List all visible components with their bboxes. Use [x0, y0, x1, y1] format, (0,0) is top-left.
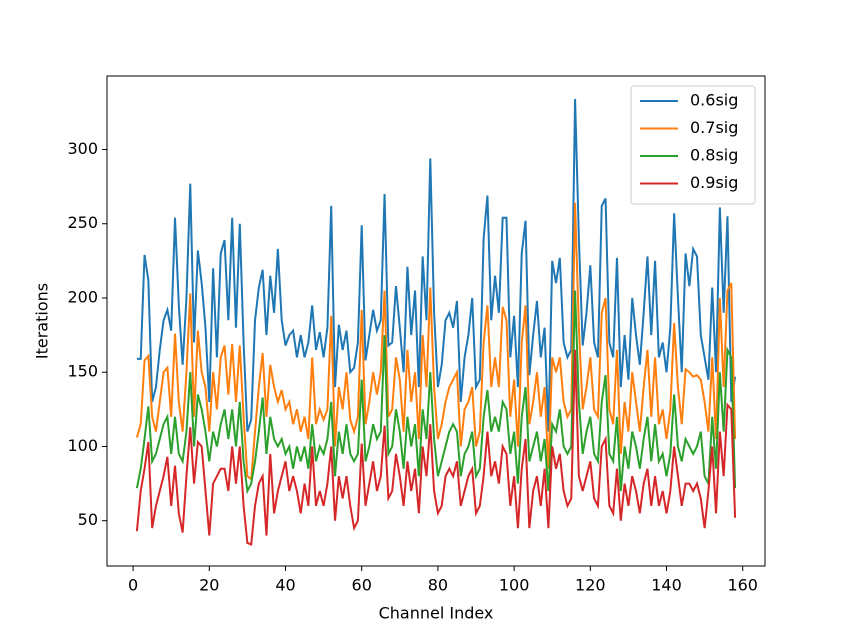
y-tick-label: 200 — [67, 287, 98, 306]
x-tick-label: 120 — [575, 576, 606, 595]
series-line — [135, 349, 737, 546]
legend-label: 0.9sig — [690, 173, 738, 192]
x-axis-label: Channel Index — [379, 604, 494, 623]
legend-label: 0.7sig — [690, 118, 738, 137]
y-tick-label: 100 — [67, 436, 98, 455]
series-line — [135, 290, 737, 495]
legend-label: 0.6sig — [690, 91, 738, 110]
series-line — [135, 202, 737, 482]
x-tick-label: 160 — [727, 576, 758, 595]
x-tick-label: 60 — [352, 576, 372, 595]
series-line — [136, 98, 737, 432]
x-tick-label: 20 — [199, 576, 219, 595]
y-tick-label: 50 — [78, 510, 98, 529]
x-tick-label: 80 — [428, 576, 448, 595]
plot-frame — [106, 75, 766, 567]
y-tick-label: 250 — [67, 213, 98, 232]
legend-label: 0.8sig — [690, 146, 738, 165]
y-tick-label: 300 — [67, 139, 98, 158]
legend-box — [630, 85, 756, 205]
x-tick-label: 100 — [499, 576, 530, 595]
x-tick-label: 0 — [128, 576, 138, 595]
x-tick-label: 40 — [275, 576, 295, 595]
y-axis-label: Iterations — [33, 283, 52, 359]
y-tick-label: 150 — [67, 362, 98, 381]
x-tick-label: 140 — [651, 576, 682, 595]
